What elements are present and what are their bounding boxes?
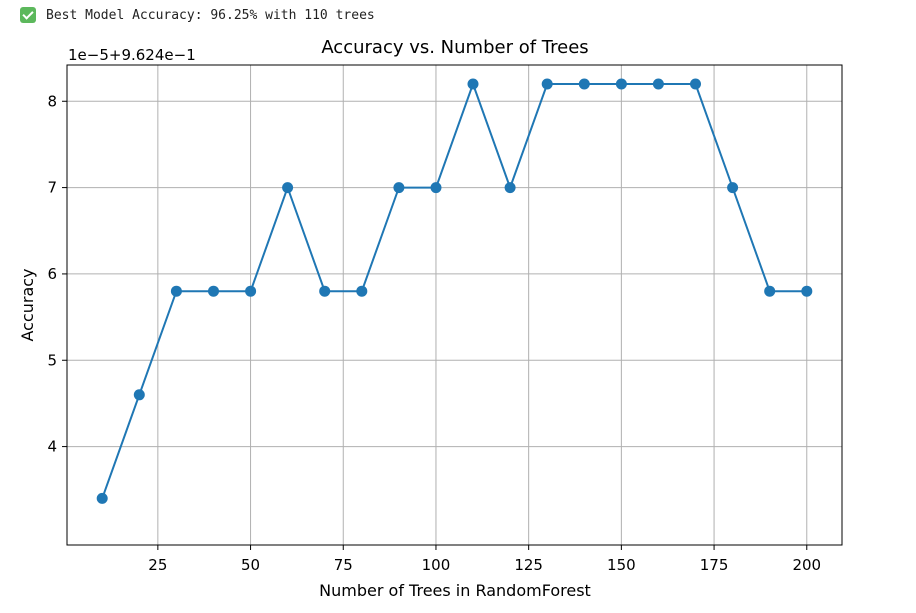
x-axis-label: Number of Trees in RandomForest	[319, 581, 591, 600]
data-point	[282, 182, 294, 194]
x-tick-label: 175	[700, 556, 729, 574]
y-tick-label: 6	[47, 265, 57, 283]
x-tick-label: 200	[792, 556, 821, 574]
data-point	[690, 78, 701, 90]
data-point	[245, 285, 257, 297]
status-text: Best Model Accuracy: 96.25% with 110 tre…	[46, 7, 375, 23]
plot-frame	[66, 64, 843, 546]
data-point	[430, 182, 442, 194]
x-tick-label: 75	[334, 556, 353, 574]
data-point	[541, 78, 553, 90]
series-line	[101, 81, 807, 499]
data-point	[764, 285, 776, 297]
grid	[67, 65, 842, 545]
data-point	[504, 182, 516, 194]
y-tick-label: 7	[47, 179, 57, 197]
x-tick-label: 25	[148, 556, 167, 574]
y-tick-label: 5	[47, 351, 57, 369]
chart-title: Accuracy vs. Number of Trees	[321, 37, 588, 58]
data-point	[467, 78, 479, 90]
x-tick-label: 50	[241, 556, 260, 574]
y-tick-label: 8	[47, 92, 57, 110]
data-point	[393, 182, 405, 194]
data-point	[96, 492, 108, 504]
y-offset-label: 1e−5+9.624e−1	[68, 46, 196, 64]
data-point	[727, 182, 739, 194]
status-line: Best Model Accuracy: 96.25% with 110 tre…	[20, 5, 375, 25]
series-accuracy	[96, 78, 813, 504]
y-tick-label: 4	[47, 438, 57, 456]
x-tick-label: 100	[422, 556, 451, 574]
data-point	[133, 389, 145, 401]
data-point	[170, 285, 182, 297]
data-point	[319, 285, 331, 297]
data-point	[356, 285, 368, 297]
x-tick-label: 125	[514, 556, 543, 574]
data-point	[578, 78, 590, 90]
data-point	[801, 285, 813, 297]
ticks: 25 50 75 100 125 150 175 200 4 5 6 7 8	[47, 92, 821, 574]
data-point	[652, 78, 664, 90]
y-axis-label: Accuracy	[18, 268, 37, 341]
data-point	[208, 285, 219, 297]
x-tick-label: 150	[607, 556, 636, 574]
data-point	[615, 78, 627, 90]
check-icon	[20, 7, 36, 23]
